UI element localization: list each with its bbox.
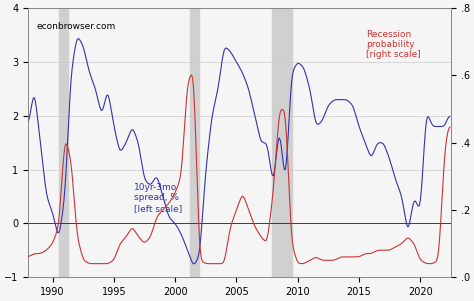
Text: 10yr-3mo
spread, %
[left scale]: 10yr-3mo spread, % [left scale] [134, 183, 182, 213]
Text: econbrowser.com: econbrowser.com [36, 22, 116, 31]
Bar [191, 8, 199, 277]
Bar [272, 8, 292, 277]
Bar [59, 8, 68, 277]
Text: Recession
probability
[right scale]: Recession probability [right scale] [366, 30, 421, 60]
